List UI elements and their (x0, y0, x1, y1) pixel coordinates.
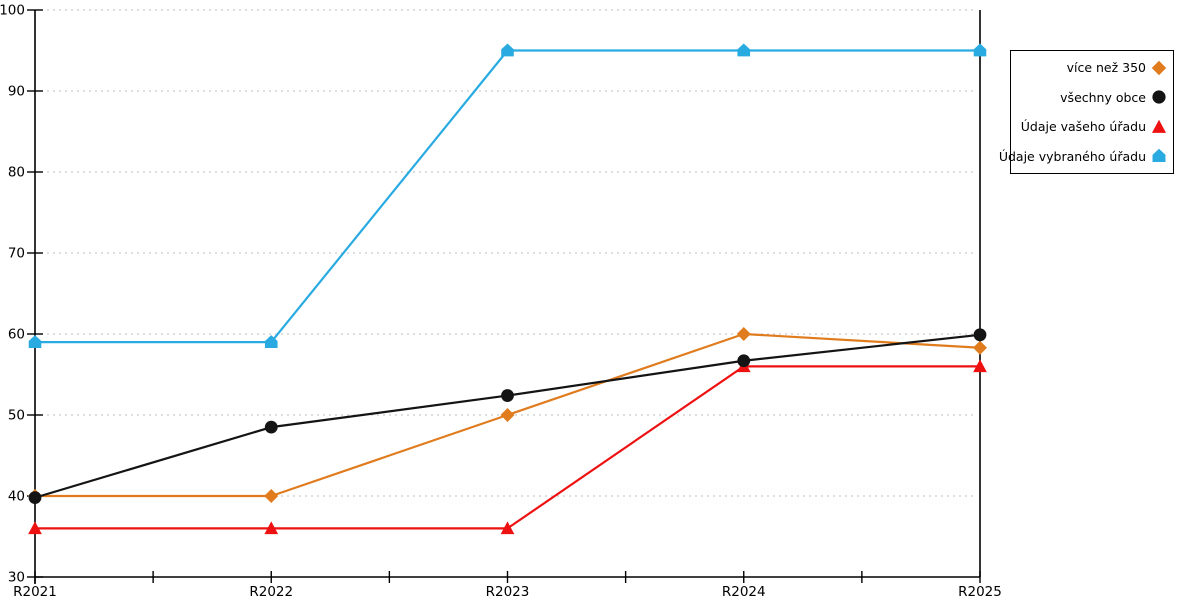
legend-item: více než 350 (1011, 53, 1173, 82)
triangle-up-marker-icon (1151, 119, 1167, 135)
circle-icon (1152, 90, 1166, 104)
circle-marker-icon (737, 354, 751, 368)
y-tick-label: 50 (8, 408, 25, 424)
diamond-icon (1151, 60, 1167, 75)
y-tick-label: 40 (8, 489, 25, 505)
x-tick-label: R2022 (249, 584, 293, 600)
diamond-marker-icon (1151, 60, 1167, 76)
triangle-up-icon (1151, 119, 1167, 133)
legend-item: všechny obce (1011, 83, 1173, 112)
triangle-up-marker-icon (28, 521, 42, 535)
house-icon-shape (1152, 149, 1166, 163)
triangle-up-marker-icon (264, 521, 279, 535)
legend-label: Údaje vybraného úřadu (998, 148, 1146, 164)
circle-marker-icon (264, 420, 278, 434)
triangle-up-marker-icon (500, 521, 515, 535)
diamond-marker-icon (500, 408, 515, 422)
x-tick-label: R2024 (722, 584, 766, 600)
house-marker-icon (737, 43, 751, 57)
diamond-marker-icon (264, 489, 279, 503)
series-line (35, 49, 980, 344)
chart-legend: více než 350 všechny obce Údaje vašeho ú… (999, 50, 1174, 174)
diamond-marker-icon (736, 327, 751, 341)
legend-item: Údaje vybraného úřadu (999, 142, 1173, 171)
triangle-up-marker-icon (973, 359, 987, 373)
y-tick-label: 60 (8, 327, 25, 343)
diamond-marker-icon (973, 340, 987, 355)
circle-marker-icon (501, 389, 514, 402)
diamond-icon-shape (1151, 60, 1167, 75)
house-marker-icon (501, 43, 514, 57)
legend-label: Údaje vašeho úřadu (1020, 119, 1146, 135)
y-tick-label: 30 (8, 570, 25, 586)
circle-marker-icon (1151, 89, 1167, 105)
y-tick-label: 80 (8, 165, 25, 181)
house-icon (1152, 149, 1166, 163)
y-tick-label: 70 (8, 246, 25, 262)
legend-label: více než 350 (1066, 60, 1146, 76)
legend-item: Údaje vašeho úřadu (1011, 112, 1173, 141)
x-tick-label: R2025 (958, 584, 1002, 600)
triangle-up-icon-shape (1151, 119, 1167, 133)
circle-marker-icon (28, 491, 42, 505)
house-marker-icon (264, 335, 278, 348)
legend-label: všechny obce (1060, 89, 1146, 105)
house-marker-icon (973, 43, 987, 57)
house-marker-icon (1151, 148, 1167, 164)
x-tick-label: R2021 (13, 584, 57, 600)
circle-icon-shape (1152, 90, 1166, 104)
y-tick-label: 100 (0, 3, 25, 19)
y-tick-label: 90 (8, 84, 25, 100)
house-marker-icon (28, 335, 42, 348)
x-tick-label: R2023 (486, 584, 530, 600)
circle-marker-icon (973, 328, 987, 342)
